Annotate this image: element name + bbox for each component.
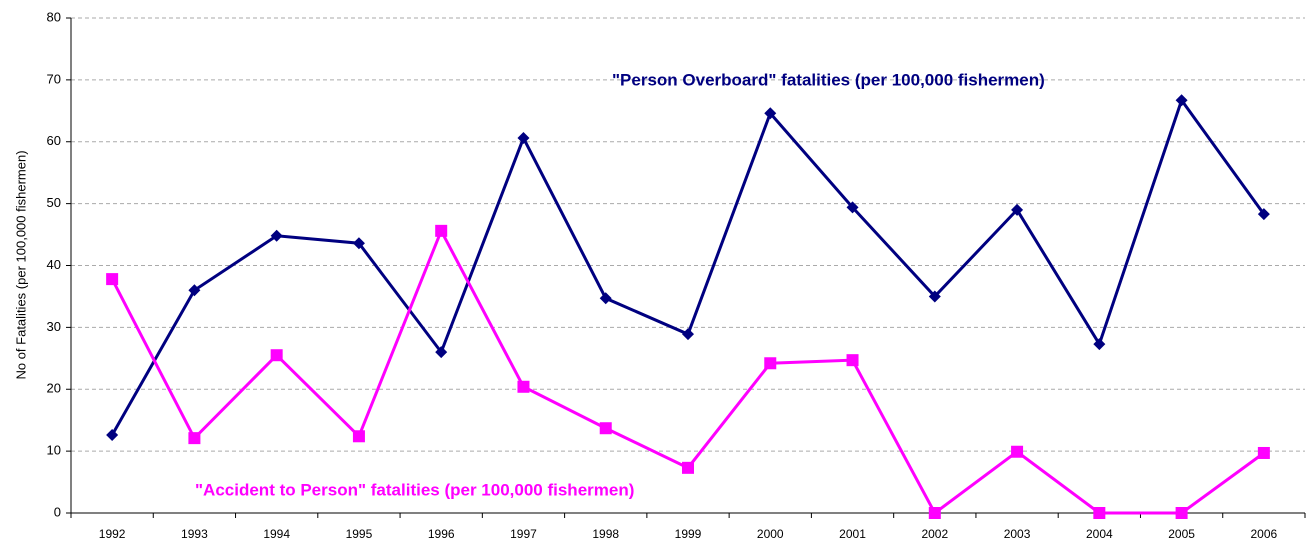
series-label: "Person Overboard" fatalities (per 100,0… [612, 70, 1045, 89]
marker [928, 290, 941, 303]
marker [1175, 94, 1188, 107]
marker [1011, 445, 1024, 458]
marker [846, 201, 859, 214]
y-tick-label: 30 [47, 319, 61, 334]
marker [517, 380, 530, 393]
marker [352, 237, 365, 250]
marker [599, 292, 612, 305]
marker [682, 461, 694, 474]
marker [188, 432, 201, 445]
x-tick-label: 2005 [1168, 527, 1195, 541]
y-tick-label: 40 [47, 257, 61, 272]
series-line [110, 97, 1266, 436]
marker [106, 273, 119, 286]
series-label: "Accident to Person" fatalities (per 100… [195, 480, 634, 499]
marker [435, 346, 448, 359]
y-tick-label: 0 [54, 504, 61, 519]
x-tick-label: 2004 [1086, 527, 1113, 541]
marker [1011, 203, 1024, 216]
marker [435, 224, 448, 237]
x-tick-label: 1995 [346, 527, 373, 541]
x-tick-label: 1999 [675, 527, 702, 541]
marker [1093, 338, 1106, 351]
marker [1175, 507, 1188, 519]
x-tick-label: 1996 [428, 527, 455, 541]
x-tick-label: 2002 [921, 527, 948, 541]
x-tick-label: 2003 [1004, 527, 1031, 541]
marker [188, 284, 201, 297]
marker [270, 349, 283, 362]
marker [764, 357, 777, 370]
marker [517, 132, 530, 145]
marker [352, 430, 365, 443]
marker [599, 422, 612, 435]
y-tick-label: 60 [47, 133, 61, 148]
marker [1093, 507, 1106, 519]
x-tick-label: 2006 [1251, 527, 1278, 541]
y-tick-label: 20 [47, 381, 61, 396]
x-tick-label: 2000 [757, 527, 784, 541]
y-tick-label: 10 [47, 443, 61, 458]
marker [928, 507, 941, 519]
y-tick-label: 70 [47, 71, 61, 86]
marker [106, 429, 119, 442]
marker [846, 354, 859, 367]
y-tick-label: 50 [47, 195, 61, 210]
x-tick-label: 1992 [99, 527, 126, 541]
marker [270, 229, 283, 242]
y-tick-label: 80 [47, 9, 61, 24]
marker [682, 328, 694, 341]
marker [764, 107, 777, 120]
marker [1257, 446, 1270, 459]
x-tick-label: 1998 [592, 527, 619, 541]
x-tick-label: 1994 [263, 527, 290, 541]
y-axis-label: No of Fatalities (per 100,000 fishermen) [13, 150, 28, 379]
x-tick-label: 1993 [181, 527, 208, 541]
x-tick-label: 1997 [510, 527, 537, 541]
marker [1257, 208, 1270, 221]
x-tick-label: 2001 [839, 527, 866, 541]
